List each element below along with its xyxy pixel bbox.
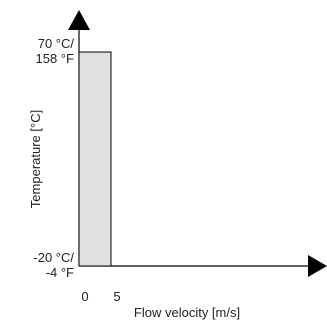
x-axis-label: Flow velocity [m/s] xyxy=(134,305,240,320)
x-tick-label: 5 xyxy=(113,289,120,304)
y-tick-labels: 70 °C/158 °F -20 °C/-4 °F xyxy=(33,36,74,280)
y-tick-label-celsius: -20 °C/ xyxy=(33,250,74,265)
y-axis-arrowhead xyxy=(68,10,90,30)
y-tick-label-fahrenheit: -4 °F xyxy=(46,265,74,280)
y-tick-label-celsius: 70 °C/ xyxy=(38,36,75,51)
x-axis-arrowhead xyxy=(308,255,327,277)
operating-region-rect xyxy=(78,51,112,267)
y-axis-label: Temperature [°C] xyxy=(28,110,43,208)
y-tick-label-fahrenheit: 158 °F xyxy=(36,51,75,66)
operating-region xyxy=(78,51,112,267)
x-tick-label: 0 xyxy=(81,289,88,304)
